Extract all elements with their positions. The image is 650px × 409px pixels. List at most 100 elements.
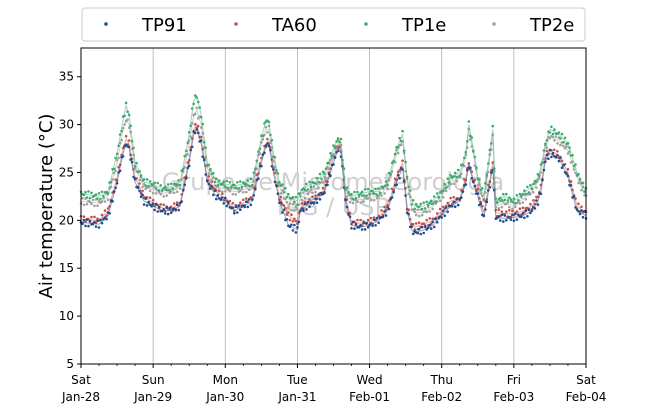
data-point [311, 195, 314, 198]
data-point [284, 206, 287, 210]
data-point [359, 201, 362, 204]
data-point [583, 210, 586, 213]
data-point [231, 192, 235, 196]
data-point [249, 196, 253, 199]
data-point [216, 184, 220, 187]
data-point [392, 159, 395, 163]
data-point [432, 225, 436, 229]
data-point [545, 139, 549, 142]
data-point [523, 189, 526, 192]
data-point [162, 208, 165, 211]
data-point [345, 205, 349, 209]
data-point [559, 143, 562, 147]
data-point [195, 128, 198, 131]
data-point [145, 204, 149, 207]
data-point [422, 231, 426, 235]
data-point [201, 155, 204, 158]
data-point [120, 138, 123, 142]
data-point [294, 231, 298, 234]
data-point [285, 195, 289, 199]
data-point [515, 218, 519, 221]
data-point [365, 194, 368, 197]
data-point [556, 154, 559, 157]
data-point [493, 167, 496, 170]
data-point [233, 183, 236, 187]
data-point [160, 189, 164, 192]
data-point [291, 220, 295, 223]
data-point [369, 198, 373, 202]
data-point [366, 218, 370, 222]
data-point [533, 207, 537, 210]
data-point [484, 182, 487, 185]
data-point [435, 212, 439, 215]
data-point [383, 210, 386, 213]
data-point [428, 217, 432, 220]
data-point [506, 201, 510, 204]
data-point [453, 205, 457, 208]
data-point [372, 192, 376, 195]
data-point [523, 216, 526, 220]
data-point [461, 190, 465, 194]
data-point [404, 160, 407, 164]
data-point [103, 209, 107, 212]
data-point [209, 167, 212, 171]
data-point [529, 211, 532, 215]
data-point [177, 179, 180, 182]
data-point [96, 217, 99, 220]
data-point [251, 198, 254, 201]
data-point [407, 208, 410, 211]
data-point [441, 205, 445, 209]
data-point [351, 201, 355, 205]
data-point [375, 196, 379, 200]
data-point [282, 191, 286, 194]
data-point [390, 161, 394, 165]
data-point [354, 222, 358, 226]
data-point [455, 198, 459, 201]
data-point [323, 191, 326, 194]
data-point [369, 222, 373, 225]
data-point [115, 182, 119, 185]
data-point [130, 140, 134, 143]
data-point [305, 208, 308, 211]
data-point [90, 202, 93, 206]
data-point [419, 202, 423, 206]
data-point [198, 106, 201, 109]
data-point [396, 170, 400, 174]
data-point [294, 195, 298, 199]
data-point [264, 125, 268, 129]
data-point [218, 179, 221, 182]
data-point [402, 149, 406, 152]
legend-marker [364, 22, 368, 26]
data-point [381, 215, 385, 219]
legend: TP91 TA60 TP1e TP2e [81, 7, 586, 42]
data-point [402, 180, 406, 183]
data-point [315, 176, 319, 180]
data-point [231, 206, 235, 210]
data-point [353, 227, 356, 230]
data-point [199, 115, 203, 119]
y-tick-label: 25 [59, 165, 74, 179]
data-point [503, 198, 507, 202]
data-point [399, 139, 403, 143]
data-point [148, 180, 152, 183]
data-point [178, 184, 182, 187]
data-point [353, 190, 356, 194]
data-point [521, 206, 525, 209]
data-point [206, 179, 209, 183]
data-point [374, 187, 377, 191]
data-point [123, 123, 126, 126]
legend-marker [492, 22, 496, 26]
data-point [508, 216, 511, 219]
data-point [221, 192, 224, 195]
data-point [362, 221, 365, 225]
x-tick-date: Jan-30 [205, 390, 244, 404]
data-point [207, 172, 211, 175]
data-point [82, 218, 86, 222]
data-point [118, 133, 122, 136]
data-point [396, 173, 400, 177]
x-tick-date: Jan-31 [277, 390, 316, 404]
data-point [296, 226, 299, 229]
data-point [216, 194, 220, 197]
data-point [186, 153, 189, 156]
data-point [547, 157, 550, 161]
